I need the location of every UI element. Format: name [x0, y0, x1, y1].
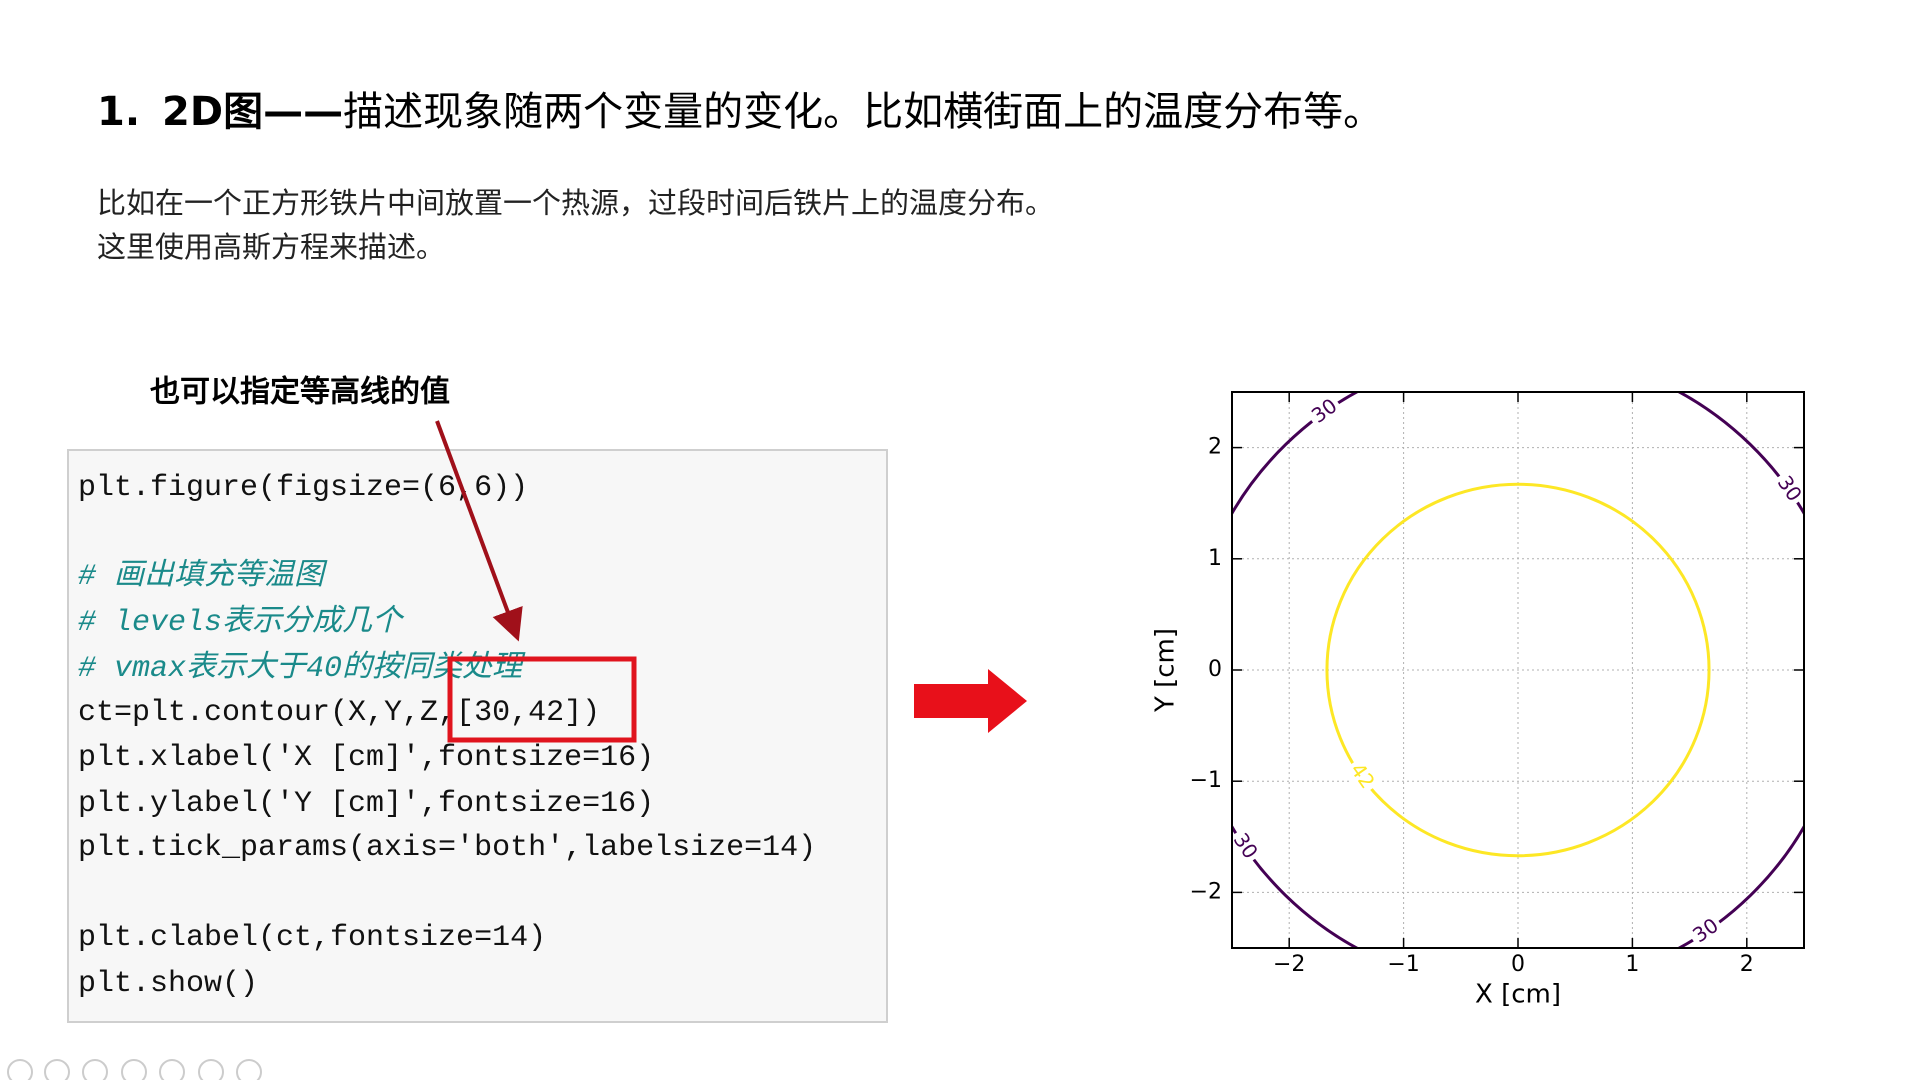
- y-axis-label: Y [cm]: [1151, 628, 1181, 713]
- code-line: plt.show(): [78, 967, 258, 1001]
- contour-label-bg: [1342, 756, 1381, 797]
- x-tick-label: 0: [1511, 952, 1525, 977]
- code-comment: # 画出填充等温图: [78, 558, 328, 594]
- contour-label: 30: [1688, 913, 1723, 947]
- x-tick-label: −2: [1273, 952, 1305, 977]
- code-comment: # levels表示分成几个: [78, 604, 405, 640]
- code-line: plt.ylabel('Y [cm]',fontsize=16): [78, 787, 654, 821]
- paragraph-line: 比如在一个正方形铁片中间放置一个热源，过段时间后铁片上的温度分布。: [97, 186, 1054, 220]
- code-box: [67, 449, 888, 1023]
- axes-frame: [1231, 391, 1805, 949]
- y-tick-label: −1: [1190, 768, 1222, 793]
- y-tick-label: 2: [1208, 435, 1222, 460]
- title-number: 1.: [97, 89, 140, 135]
- x-tick-label: −1: [1387, 952, 1419, 977]
- code-line: plt.clabel(ct,fontsize=14): [78, 921, 546, 955]
- code-line: plt.tick_params(axis='both',labelsize=14…: [78, 831, 816, 865]
- contour-label: 42: [1346, 758, 1380, 793]
- pointer-arrow: [435, 420, 523, 642]
- y-tick-label: −2: [1190, 879, 1222, 904]
- contour-line: [1325, 482, 1711, 858]
- title-bold: 2D图——: [162, 89, 343, 135]
- title-text: 描述现象随两个变量的变化。比如横街面上的温度分布等。: [343, 89, 1383, 135]
- code-block: plt.figure(figsize=(6,6)) # 画出填充等温图 # leve…: [78, 471, 816, 1001]
- x-tick-label: 2: [1740, 952, 1754, 977]
- annotation: 也可以指定等高线的值: [150, 375, 450, 410]
- highlight-box: [447, 656, 637, 743]
- y-tick-label: 1: [1208, 546, 1222, 571]
- x-axis-label: X [cm]: [1475, 980, 1561, 1010]
- contour-label-bg: [1686, 912, 1727, 951]
- code-comment: # vmax表示大于40的按同类处理: [78, 650, 526, 686]
- contour-label: 30: [1229, 829, 1263, 863]
- code-line: plt.xlabel('X [cm]',fontsize=16): [78, 741, 654, 775]
- contour-label-bg: [1769, 469, 1808, 510]
- y-tick-label: 0: [1208, 657, 1222, 682]
- slide-title: 1. 2D图——描述现象随两个变量的变化。比如横街面上的温度分布等。: [97, 89, 1383, 135]
- code-line: ct=plt.contour(X,Y,Z,[30,42]): [78, 696, 600, 730]
- big-arrow: [914, 669, 1027, 733]
- code-line: plt.figure(figsize=(6,6)): [78, 471, 528, 505]
- contour-label-bg: [1225, 826, 1264, 867]
- paragraph-line: 这里使用高斯方程来描述。: [97, 230, 445, 264]
- contour-label-bg: [1305, 392, 1346, 431]
- x-tick-label: 1: [1625, 952, 1639, 977]
- toolbar: [7, 1059, 262, 1080]
